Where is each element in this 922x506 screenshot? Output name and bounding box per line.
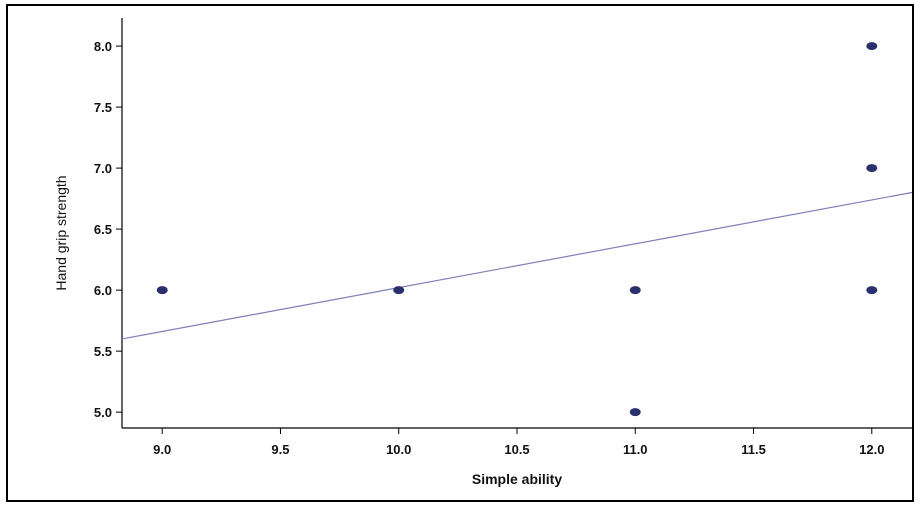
x-tick-label: 12.0	[859, 442, 884, 457]
x-axis: 9.0 9.5 10.0 10.5 11.0 11.5 12.0	[122, 427, 912, 457]
y-tick-label: 6.0	[94, 283, 112, 298]
y-tick-label: 8.0	[94, 39, 112, 54]
fit-line	[121, 191, 913, 340]
x-tick-label: 9.0	[153, 442, 171, 457]
data-point	[393, 286, 405, 295]
x-tick-label: 9.5	[271, 442, 289, 457]
y-axis: 5.0 5.5 6.0 6.5 7.0 7.5 8.0	[94, 18, 123, 428]
x-tick-label: 11.5	[741, 442, 766, 457]
x-tick-label: 10.5	[504, 442, 529, 457]
data-point	[866, 164, 878, 173]
y-tick-label: 7.5	[94, 100, 112, 115]
x-axis-title: Simple ability	[472, 471, 562, 487]
y-axis-title: Hand grip strength	[53, 175, 69, 290]
data-points	[121, 42, 913, 417]
x-tick-label: 10.0	[386, 442, 411, 457]
chart-frame	[6, 4, 914, 502]
data-point	[629, 286, 641, 295]
data-point	[866, 286, 878, 295]
data-point	[629, 408, 641, 417]
y-tick-label: 6.5	[94, 222, 112, 237]
y-tick-label: 5.5	[94, 344, 112, 359]
data-point	[156, 286, 168, 295]
data-point	[866, 42, 878, 51]
y-tick-label: 7.0	[94, 161, 112, 176]
y-tick-label: 5.0	[94, 405, 112, 420]
x-tick-label: 11.0	[623, 442, 648, 457]
